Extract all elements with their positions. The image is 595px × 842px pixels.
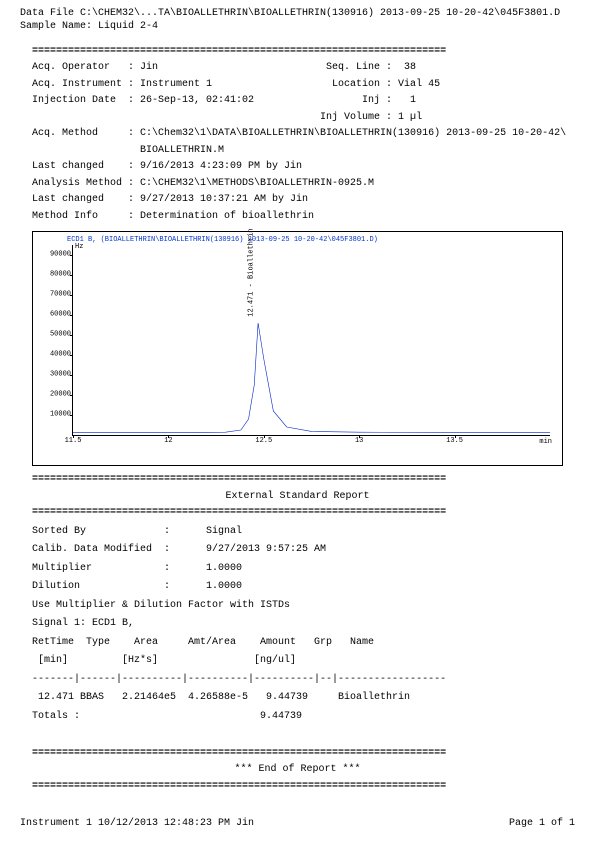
report-line: Calib. Data Modified : 9/27/2013 9:57:25… bbox=[32, 544, 563, 557]
report-line: Dilution : 1.0000 bbox=[32, 581, 563, 594]
totals-line: Totals : 9.44739 bbox=[32, 711, 563, 724]
chart-title: ECD1 B, (BIOALLETHRIN\BIOALLETHRIN(13091… bbox=[67, 236, 558, 245]
x-axis-unit: min bbox=[539, 438, 552, 447]
end-of-report: *** End of Report *** bbox=[32, 764, 563, 777]
meta-line: Injection Date : 26-Sep-13, 02:41:02 Inj… bbox=[32, 95, 575, 108]
footer-left: Instrument 1 10/12/2013 12:48:23 PM Jin bbox=[20, 818, 254, 831]
trace-line bbox=[73, 245, 550, 435]
divider: ========================================… bbox=[32, 507, 563, 520]
chart-area: Hz min 100002000030000400005000060000700… bbox=[72, 245, 550, 436]
page-footer: Instrument 1 10/12/2013 12:48:23 PM Jin … bbox=[20, 818, 575, 831]
meta-line: Inj Volume : 1 µl bbox=[32, 112, 575, 125]
meta-line: Acq. Method : C:\Chem32\1\DATA\BIOALLETH… bbox=[32, 128, 575, 141]
table-divider: -------|------|----------|----------|---… bbox=[32, 674, 563, 687]
table-row: 12.471 BBAS 2.21464e5 4.26588e-5 9.44739… bbox=[32, 692, 563, 705]
meta-line: Last changed : 9/27/2013 10:37:21 AM by … bbox=[32, 194, 575, 207]
peak-label: 12.471 - Bioallethrin bbox=[247, 229, 256, 317]
report-line: Multiplier : 1.0000 bbox=[32, 563, 563, 576]
chromatogram-chart: ECD1 B, (BIOALLETHRIN\BIOALLETHRIN(13091… bbox=[32, 231, 563, 466]
table-header: RetTime Type Area Amt/Area Amount Grp Na… bbox=[32, 637, 563, 650]
meta-line: Analysis Method : C:\CHEM32\1\METHODS\BI… bbox=[32, 178, 575, 191]
divider: ========================================… bbox=[32, 474, 563, 487]
meta-line: Acq. Operator : Jin Seq. Line : 38 bbox=[32, 62, 575, 75]
report-line: Sorted By : Signal bbox=[32, 526, 563, 539]
divider: ========================================… bbox=[32, 748, 563, 761]
report-title: External Standard Report bbox=[32, 491, 563, 504]
meta-line: Last changed : 9/16/2013 4:23:09 PM by J… bbox=[32, 161, 575, 174]
data-file-line: Data File C:\CHEM32\...TA\BIOALLETHRIN\B… bbox=[20, 8, 575, 21]
report-line: Signal 1: ECD1 B, bbox=[32, 618, 563, 631]
divider-top: ========================================… bbox=[32, 46, 575, 59]
report-line: Use Multiplier & Dilution Factor with IS… bbox=[32, 600, 563, 613]
divider: ========================================… bbox=[32, 781, 563, 794]
meta-line: Method Info : Determination of bioalleth… bbox=[32, 211, 575, 224]
footer-right: Page 1 of 1 bbox=[509, 818, 575, 831]
meta-line: Acq. Instrument : Instrument 1 Location … bbox=[32, 79, 575, 92]
meta-line: BIOALLETHRIN.M bbox=[32, 145, 575, 158]
table-header: [min] [Hz*s] [ng/ul] bbox=[32, 655, 563, 668]
sample-name-line: Sample Name: Liquid 2-4 bbox=[20, 21, 575, 34]
